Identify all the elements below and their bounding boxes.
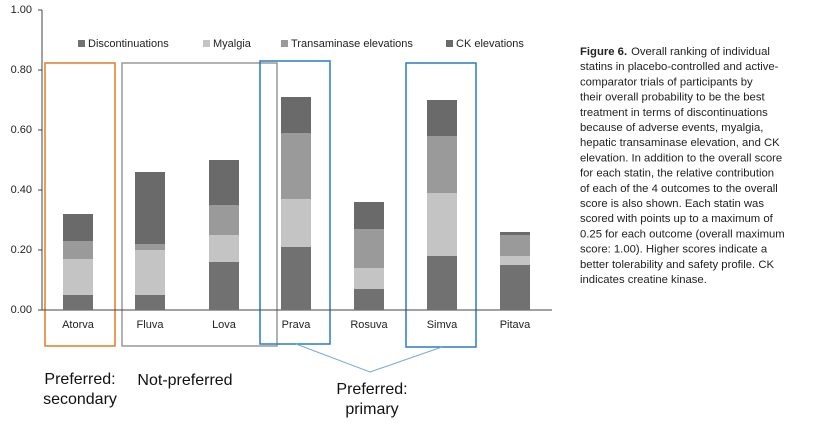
legend-label: CK elevations	[456, 38, 524, 50]
caption-line: scored with points up to a maximum of	[580, 213, 774, 225]
x-tick-label: Rosuva	[350, 319, 388, 331]
caption-text: better tolerability and safety profile. …	[580, 259, 774, 271]
caption-line: statins in placebo-controlled and active…	[580, 61, 779, 73]
caption-text: score: 1.00). Higher scores indicate a	[580, 244, 768, 256]
bar-segment	[500, 232, 530, 235]
caption-line: better tolerability and safety profile. …	[580, 259, 774, 271]
caption-line: elevation. In addition to the overall sc…	[580, 152, 782, 164]
bar-segment	[354, 229, 384, 268]
bar-segment	[427, 100, 457, 136]
caption-line: score is also shown. Each statin was	[580, 198, 764, 210]
x-tick-label: Prava	[282, 319, 312, 331]
caption-line: Figure 6. Overall ranking of individual	[580, 46, 770, 58]
group-box	[121, 62, 278, 347]
x-tick-label: Lova	[212, 319, 237, 331]
bar-segment	[63, 214, 93, 241]
bar-segment	[63, 241, 93, 259]
bar-segment	[500, 256, 530, 265]
caption-text: 0.25 for each outcome (overall maximum	[580, 228, 785, 240]
bar-segment	[500, 265, 530, 310]
caption-text: treatment in terms of discontinuations	[580, 107, 768, 119]
x-tick-label: Simva	[427, 319, 458, 331]
annotation: primary	[345, 401, 398, 418]
bar-segment	[209, 205, 239, 235]
caption-line: hepatic transaminase elevation, and CK	[580, 137, 780, 149]
legend-swatch	[203, 40, 210, 47]
bar-segment	[209, 160, 239, 205]
caption-text: because of adverse events, myalgia,	[580, 122, 763, 134]
group-box	[259, 60, 331, 345]
caption-text: indicates creatine kinase.	[580, 274, 707, 286]
x-tick-label: Pitava	[500, 319, 531, 331]
caption-line: score: 1.00). Higher scores indicate a	[580, 244, 768, 256]
caption-text: for each statin, the relative contributi…	[580, 168, 774, 180]
annotation: Preferred:	[44, 371, 115, 388]
legend-label: Myalgia	[213, 38, 252, 50]
caption-text: elevation. In addition to the overall sc…	[580, 152, 782, 164]
annotation: secondary	[43, 391, 117, 408]
bar-segment	[135, 295, 165, 310]
bar-segment	[427, 136, 457, 193]
bar-segment	[63, 295, 93, 310]
caption-line: for each statin, the relative contributi…	[580, 168, 774, 180]
y-tick-label: 0.20	[11, 244, 32, 256]
caption-line: comparator trials of participants by	[580, 76, 753, 88]
annotation: Not-preferred	[137, 372, 232, 389]
bar-segment	[427, 193, 457, 256]
caption-text: statins in placebo-controlled and active…	[580, 61, 779, 73]
x-tick-label: Atorva	[62, 319, 95, 331]
y-tick-label: 0.00	[11, 304, 32, 316]
bar-segment	[135, 172, 165, 244]
bar-segment	[281, 133, 311, 199]
caption-line: of each of the 4 outcomes to the overall	[580, 183, 778, 195]
x-tick-label: Fluva	[137, 319, 165, 331]
bar-segment	[281, 247, 311, 310]
bar-segment	[354, 268, 384, 289]
caption-label: Figure 6.	[580, 46, 627, 58]
caption-text: of each of the 4 outcomes to the overall	[580, 183, 778, 195]
bar-segment	[63, 259, 93, 295]
legend-swatch	[78, 40, 85, 47]
caption-text: Overall ranking of individual	[631, 46, 770, 58]
caption-text: score is also shown. Each statin was	[580, 198, 764, 210]
y-tick-label: 0.40	[11, 184, 32, 196]
bar-segment	[354, 202, 384, 229]
legend-label: Transaminase elevations	[291, 38, 413, 50]
bar-segment	[209, 235, 239, 262]
legend-swatch	[281, 40, 288, 47]
caption-line: treatment in terms of discontinuations	[580, 107, 768, 119]
caption-line: indicates creatine kinase.	[580, 274, 707, 286]
caption-text: comparator trials of participants by	[580, 76, 753, 88]
bar-segment	[135, 244, 165, 250]
bar-segment	[427, 256, 457, 310]
annotation: Preferred:	[336, 381, 407, 398]
bar-segment	[281, 97, 311, 133]
y-tick-label: 1.00	[11, 4, 32, 16]
caption-text: hepatic transaminase elevation, and CK	[580, 137, 780, 149]
legend-swatch	[446, 40, 453, 47]
y-tick-label: 0.80	[11, 64, 32, 76]
caption-text: scored with points up to a maximum of	[580, 213, 774, 225]
bar-segment	[500, 235, 530, 256]
legend-label: Discontinuations	[88, 38, 169, 50]
caption-text: their overall probability to be the best	[580, 92, 765, 104]
connector	[295, 343, 443, 373]
bar-segment	[281, 199, 311, 247]
caption-line: their overall probability to be the best	[580, 92, 765, 104]
caption-line: 0.25 for each outcome (overall maximum	[580, 228, 785, 240]
bar-segment	[209, 262, 239, 310]
caption-line: because of adverse events, myalgia,	[580, 122, 763, 134]
group-box	[44, 62, 116, 347]
y-tick-label: 0.60	[11, 124, 32, 136]
bar-segment	[354, 289, 384, 310]
bar-segment	[135, 250, 165, 295]
